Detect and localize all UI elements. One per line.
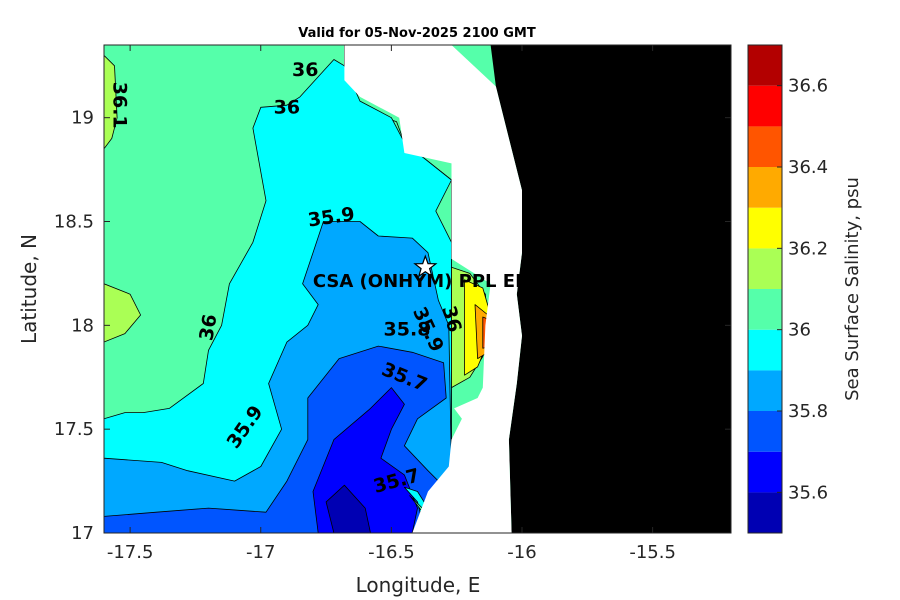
land-area [451,45,731,533]
site-name: CSA (ONHYM) PPL EBS [313,271,542,292]
contour-label-0: 36 [292,59,318,81]
colorbar-tick-label: 36.2 [788,238,828,259]
x-axis-label: Longitude, E [356,573,481,597]
colorbar-segment [748,167,782,208]
colorbar-segment [748,411,782,452]
x-tick-label: -16 [507,542,536,563]
salinity-contour-fills [104,45,499,533]
contour-label-4: 36 [195,312,221,342]
contour-label-1: 36 [274,96,300,118]
colorbar-tick-label: 36.6 [788,76,828,97]
colorbar-segment [748,85,782,127]
y-axis-label: Latitude, N [17,234,41,344]
x-axis-ticks: -17.5 -17 -16.5 -16 -15.5 [107,45,676,563]
contour-region-2 [104,283,142,343]
y-tick-label: 18 [71,315,94,336]
x-tick-label: -17 [246,542,275,563]
y-axis-ticks: 17 17.5 18 18.5 19 [54,108,731,544]
chart-title: Valid for 05-Nov-2025 2100 GMT [298,26,536,41]
colorbar-ticks: 35.6 35.8 36 36.2 36.4 36.6 [777,76,828,503]
colorbar-segment [748,207,782,249]
contour-region-1 [104,55,118,150]
colorbar-tick-label: 35.6 [788,482,828,503]
colorbar-tick-label: 35.8 [788,401,828,422]
land-polygon [451,45,731,533]
colorbar-tick-label: 36.4 [788,157,828,178]
colorbar-segment [748,492,782,533]
colorbar [747,44,783,534]
colorbar-segment [748,451,782,493]
plot-frame [103,44,732,534]
x-tick-label: -17.5 [107,542,154,563]
colorbar-segment [748,126,782,167]
contour-label-2: 36.1 [109,82,131,129]
contour-label-5: 35.8 [384,319,431,341]
colorbar-segment [748,45,782,86]
colorbar-segment [748,370,782,411]
y-tick-label: 17 [71,523,94,544]
y-tick-label: 19 [71,108,94,129]
colorbar-segment [748,289,782,330]
site-marker: CSA (ONHYM) PPL EBS [313,254,542,292]
site-star-icon [413,254,438,278]
x-tick-label: -15.5 [629,542,676,563]
colorbar-segment [748,248,782,289]
mask-polygon [344,45,522,533]
y-tick-label: 18.5 [54,212,94,233]
no-data-mask [344,45,522,533]
colorbar-label: Sea Surface Salinity, psu [842,177,863,401]
x-tick-label: -16.5 [368,542,415,563]
colorbar-segment [748,329,782,371]
colorbar-tick-label: 36 [788,320,811,341]
contour-region-7 [325,484,371,533]
colorbar-frame [747,44,783,534]
y-tick-label: 17.5 [54,419,94,440]
